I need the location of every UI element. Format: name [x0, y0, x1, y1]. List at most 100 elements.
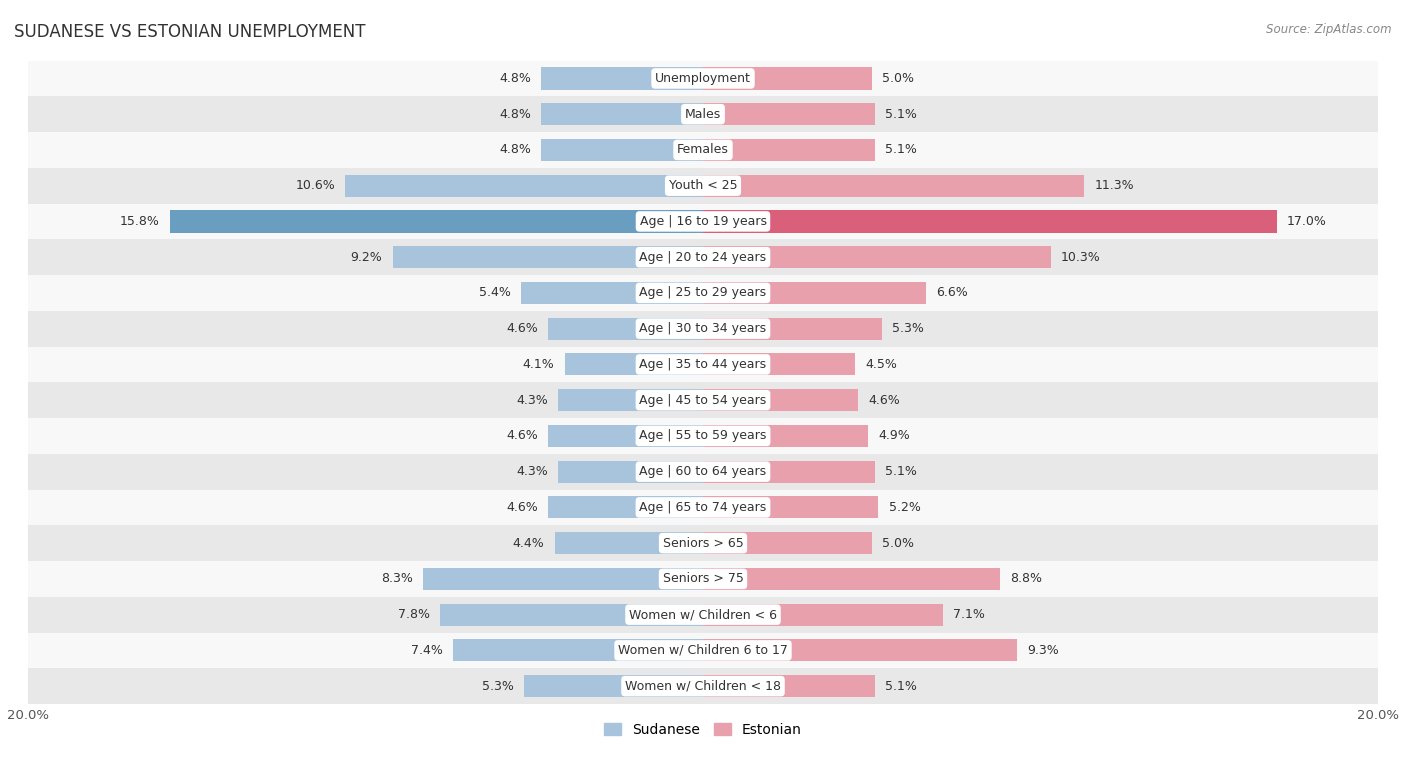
Bar: [703, 246, 1050, 268]
Text: Seniors > 75: Seniors > 75: [662, 572, 744, 585]
Text: 4.8%: 4.8%: [499, 72, 531, 85]
Text: 5.4%: 5.4%: [479, 286, 510, 300]
Bar: [558, 389, 703, 411]
Text: 10.6%: 10.6%: [295, 179, 335, 192]
Text: 4.3%: 4.3%: [516, 465, 548, 478]
Bar: [548, 425, 703, 447]
Bar: [548, 497, 703, 519]
Bar: [28, 453, 1378, 490]
Bar: [28, 633, 1378, 668]
Bar: [28, 347, 1378, 382]
Bar: [703, 675, 875, 697]
Bar: [28, 382, 1378, 418]
Text: 7.1%: 7.1%: [953, 608, 984, 621]
Bar: [541, 103, 703, 125]
Text: Youth < 25: Youth < 25: [669, 179, 737, 192]
Bar: [28, 275, 1378, 311]
Text: 4.8%: 4.8%: [499, 107, 531, 120]
Bar: [28, 132, 1378, 168]
Bar: [703, 318, 882, 340]
Bar: [440, 603, 703, 626]
Legend: Sudanese, Estonian: Sudanese, Estonian: [599, 717, 807, 742]
Text: 4.6%: 4.6%: [506, 429, 537, 442]
Bar: [28, 561, 1378, 597]
Text: Age | 45 to 54 years: Age | 45 to 54 years: [640, 394, 766, 407]
Bar: [28, 597, 1378, 633]
Bar: [28, 239, 1378, 275]
Text: 4.4%: 4.4%: [513, 537, 544, 550]
Text: 4.9%: 4.9%: [879, 429, 910, 442]
Text: 4.3%: 4.3%: [516, 394, 548, 407]
Bar: [170, 210, 703, 232]
Text: 5.1%: 5.1%: [886, 143, 917, 157]
Text: Age | 35 to 44 years: Age | 35 to 44 years: [640, 358, 766, 371]
Text: 9.3%: 9.3%: [1026, 644, 1059, 657]
Bar: [703, 354, 855, 375]
Text: Age | 16 to 19 years: Age | 16 to 19 years: [640, 215, 766, 228]
Bar: [524, 675, 703, 697]
Text: Women w/ Children < 18: Women w/ Children < 18: [626, 680, 780, 693]
Bar: [392, 246, 703, 268]
Bar: [423, 568, 703, 590]
Bar: [541, 139, 703, 161]
Text: 8.8%: 8.8%: [1010, 572, 1042, 585]
Text: 11.3%: 11.3%: [1094, 179, 1135, 192]
Text: 5.3%: 5.3%: [891, 322, 924, 335]
Bar: [28, 418, 1378, 453]
Bar: [28, 525, 1378, 561]
Bar: [703, 425, 869, 447]
Bar: [28, 168, 1378, 204]
Text: 4.8%: 4.8%: [499, 143, 531, 157]
Text: 4.1%: 4.1%: [523, 358, 554, 371]
Text: 4.6%: 4.6%: [506, 501, 537, 514]
Bar: [548, 318, 703, 340]
Text: 10.3%: 10.3%: [1060, 251, 1101, 263]
Bar: [565, 354, 703, 375]
Bar: [703, 603, 942, 626]
Text: Women w/ Children 6 to 17: Women w/ Children 6 to 17: [619, 644, 787, 657]
Text: 5.1%: 5.1%: [886, 107, 917, 120]
Text: Source: ZipAtlas.com: Source: ZipAtlas.com: [1267, 23, 1392, 36]
Text: 7.4%: 7.4%: [412, 644, 443, 657]
Bar: [28, 490, 1378, 525]
Text: Seniors > 65: Seniors > 65: [662, 537, 744, 550]
Bar: [28, 204, 1378, 239]
Bar: [520, 282, 703, 304]
Text: SUDANESE VS ESTONIAN UNEMPLOYMENT: SUDANESE VS ESTONIAN UNEMPLOYMENT: [14, 23, 366, 41]
Bar: [28, 668, 1378, 704]
Bar: [554, 532, 703, 554]
Text: 4.5%: 4.5%: [865, 358, 897, 371]
Bar: [703, 568, 1000, 590]
Text: 15.8%: 15.8%: [120, 215, 160, 228]
Bar: [703, 103, 875, 125]
Bar: [541, 67, 703, 89]
Bar: [703, 460, 875, 483]
Text: Age | 25 to 29 years: Age | 25 to 29 years: [640, 286, 766, 300]
Bar: [703, 175, 1084, 197]
Text: 4.6%: 4.6%: [869, 394, 900, 407]
Text: 5.1%: 5.1%: [886, 680, 917, 693]
Text: Unemployment: Unemployment: [655, 72, 751, 85]
Bar: [346, 175, 703, 197]
Bar: [703, 139, 875, 161]
Text: Females: Females: [678, 143, 728, 157]
Text: 5.2%: 5.2%: [889, 501, 921, 514]
Bar: [703, 282, 925, 304]
Bar: [28, 61, 1378, 96]
Text: 5.3%: 5.3%: [482, 680, 515, 693]
Bar: [558, 460, 703, 483]
Text: Age | 55 to 59 years: Age | 55 to 59 years: [640, 429, 766, 442]
Bar: [703, 497, 879, 519]
Text: Women w/ Children < 6: Women w/ Children < 6: [628, 608, 778, 621]
Text: 9.2%: 9.2%: [350, 251, 382, 263]
Text: 6.6%: 6.6%: [936, 286, 967, 300]
Bar: [453, 640, 703, 662]
Bar: [703, 532, 872, 554]
Text: Age | 65 to 74 years: Age | 65 to 74 years: [640, 501, 766, 514]
Text: 5.1%: 5.1%: [886, 465, 917, 478]
Text: Age | 20 to 24 years: Age | 20 to 24 years: [640, 251, 766, 263]
Bar: [703, 640, 1017, 662]
Text: Males: Males: [685, 107, 721, 120]
Text: 8.3%: 8.3%: [381, 572, 413, 585]
Bar: [703, 389, 858, 411]
